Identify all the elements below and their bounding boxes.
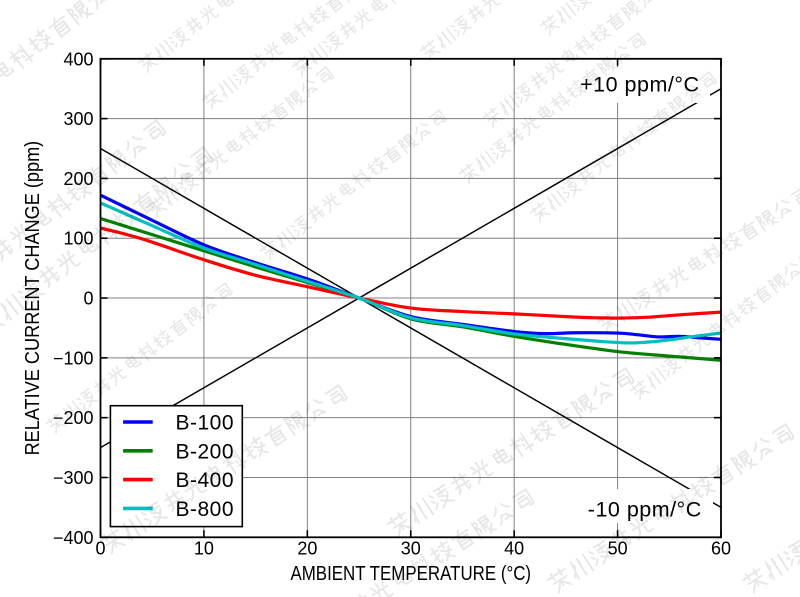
svg-text:-10 ppm/°C: -10 ppm/°C bbox=[588, 497, 702, 521]
svg-text:−300: −300 bbox=[53, 468, 94, 488]
svg-text:−200: −200 bbox=[53, 408, 94, 428]
svg-text:−400: −400 bbox=[53, 528, 94, 548]
svg-text:−100: −100 bbox=[53, 348, 94, 368]
svg-text:+10 ppm/°C: +10 ppm/°C bbox=[580, 73, 699, 97]
svg-text:B-800: B-800 bbox=[176, 498, 235, 521]
svg-text:60: 60 bbox=[711, 538, 731, 558]
svg-text:B-100: B-100 bbox=[176, 412, 235, 435]
svg-text:0: 0 bbox=[83, 289, 93, 309]
svg-text:0: 0 bbox=[95, 538, 105, 558]
svg-text:AMBIENT TEMPERATURE (°C): AMBIENT TEMPERATURE (°C) bbox=[290, 561, 531, 584]
svg-text:20: 20 bbox=[297, 538, 317, 558]
svg-text:400: 400 bbox=[63, 49, 93, 69]
svg-text:40: 40 bbox=[504, 538, 524, 558]
svg-text:100: 100 bbox=[63, 229, 93, 249]
svg-text:200: 200 bbox=[63, 169, 93, 189]
svg-text:50: 50 bbox=[608, 538, 628, 558]
svg-text:30: 30 bbox=[401, 538, 421, 558]
svg-text:B-200: B-200 bbox=[176, 440, 235, 463]
svg-text:B-400: B-400 bbox=[176, 469, 235, 492]
svg-text:10: 10 bbox=[194, 538, 214, 558]
svg-text:300: 300 bbox=[63, 109, 93, 129]
